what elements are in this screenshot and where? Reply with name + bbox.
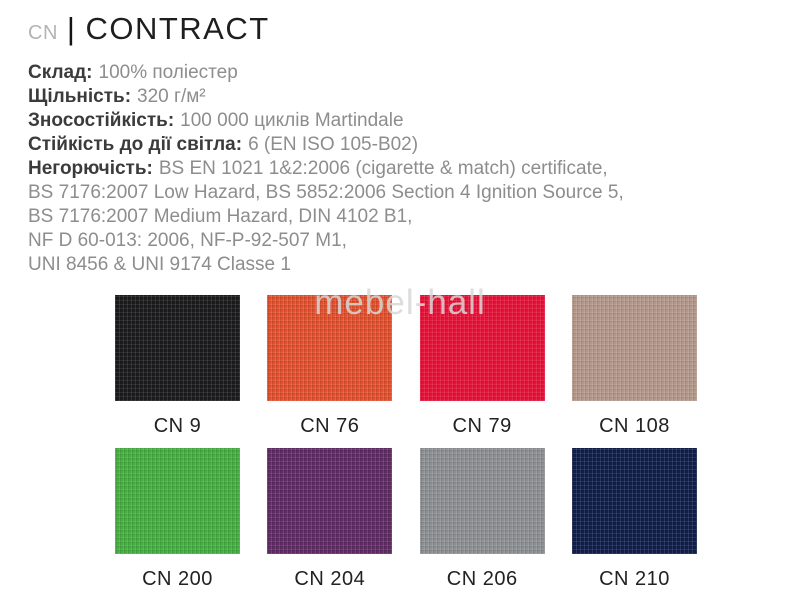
collection-code: CN: [28, 22, 58, 44]
fabric-swatch: [267, 448, 393, 554]
swatch-cell-cn210: CN 210: [571, 448, 697, 591]
swatch-cell-cn200: CN 200: [115, 448, 240, 591]
fabric-swatch: [115, 295, 240, 401]
spec-label: Зносостійкість:: [28, 110, 175, 131]
spec-line-flammability-3: BS 7176:2007 Medium Hazard, DIN 4102 B1,: [28, 205, 800, 229]
swatch-cell-cn76: CN 76: [267, 295, 393, 438]
swatch-cell-cn206: CN 206: [419, 448, 545, 591]
spec-line-flammability-2: BS 7176:2007 Low Hazard, BS 5852:2006 Se…: [28, 181, 800, 205]
swatch-cell-cn9: CN 9: [115, 295, 240, 438]
spec-line-flammability: Негорючість: BS EN 1021 1&2:2006 (cigaret…: [28, 157, 800, 181]
swatch-code: CN 9: [153, 415, 202, 437]
fabric-swatch: [419, 448, 545, 554]
swatch-code: CN 108: [599, 415, 670, 437]
spec-label: Негорючість:: [28, 158, 153, 179]
swatch-cell-cn204: CN 204: [267, 448, 393, 591]
spec-value: UNI 8456 & UNI 9174 Classe 1: [28, 254, 291, 275]
fabric-swatch: [571, 448, 697, 554]
spec-label: Щільність:: [28, 86, 132, 107]
swatch-cell-cn108: CN 108: [571, 295, 697, 438]
swatch-code: CN 200: [142, 568, 213, 590]
swatch-grid: CN 9 CN 76 CN 79 CN 108 CN 200 CN 204 CN…: [115, 295, 697, 591]
fabric-swatch: [419, 295, 545, 401]
spec-line-composition: Склад: 100% поліестер: [28, 61, 800, 85]
swatch-code: CN 206: [446, 568, 518, 590]
title-separator: |: [66, 11, 77, 46]
page-title: CN | CONTRACT: [0, 0, 800, 48]
swatch-code: CN 204: [294, 568, 366, 590]
spec-value: NF D 60-013: 2006, NF-P-92-507 M1,: [28, 230, 347, 251]
spec-line-lightfastness: Стійкість до дії світла: 6 (EN ISO 105-B0…: [28, 133, 800, 157]
spec-value: 6 (EN ISO 105-B02): [248, 134, 419, 155]
spec-line-density: Щільність: 320 г/м²: [28, 85, 800, 109]
spec-value: 100% поліестер: [98, 62, 238, 83]
spec-line-flammability-4: NF D 60-013: 2006, NF-P-92-507 M1,: [28, 229, 800, 253]
spec-line-abrasion: Зносостійкість: 100 000 циклів Martindale: [28, 109, 800, 133]
spec-label: Стійкість до дії світла:: [28, 134, 243, 155]
spec-value: BS 7176:2007 Medium Hazard, DIN 4102 B1,: [28, 206, 413, 227]
swatch-code: CN 210: [599, 568, 670, 590]
collection-name: CONTRACT: [85, 11, 270, 46]
spec-value: BS EN 1021 1&2:2006 (cigarette & match) …: [158, 158, 608, 179]
swatch-code: CN 76: [300, 415, 360, 437]
fabric-swatch: [115, 448, 240, 554]
spec-value: 320 г/м²: [137, 86, 206, 107]
spec-value: 100 000 циклів Martindale: [180, 110, 404, 131]
spec-value: BS 7176:2007 Low Hazard, BS 5852:2006 Se…: [28, 182, 624, 203]
swatch-code: CN 79: [452, 415, 512, 437]
fabric-swatch: [267, 295, 393, 401]
spec-line-flammability-5: UNI 8456 & UNI 9174 Classe 1: [28, 253, 800, 277]
swatch-cell-cn79: CN 79: [419, 295, 545, 438]
spec-label: Склад:: [28, 62, 93, 83]
fabric-swatch: [571, 295, 697, 401]
spec-list: Склад: 100% поліестер Щільність: 320 г/м² …: [28, 61, 800, 277]
